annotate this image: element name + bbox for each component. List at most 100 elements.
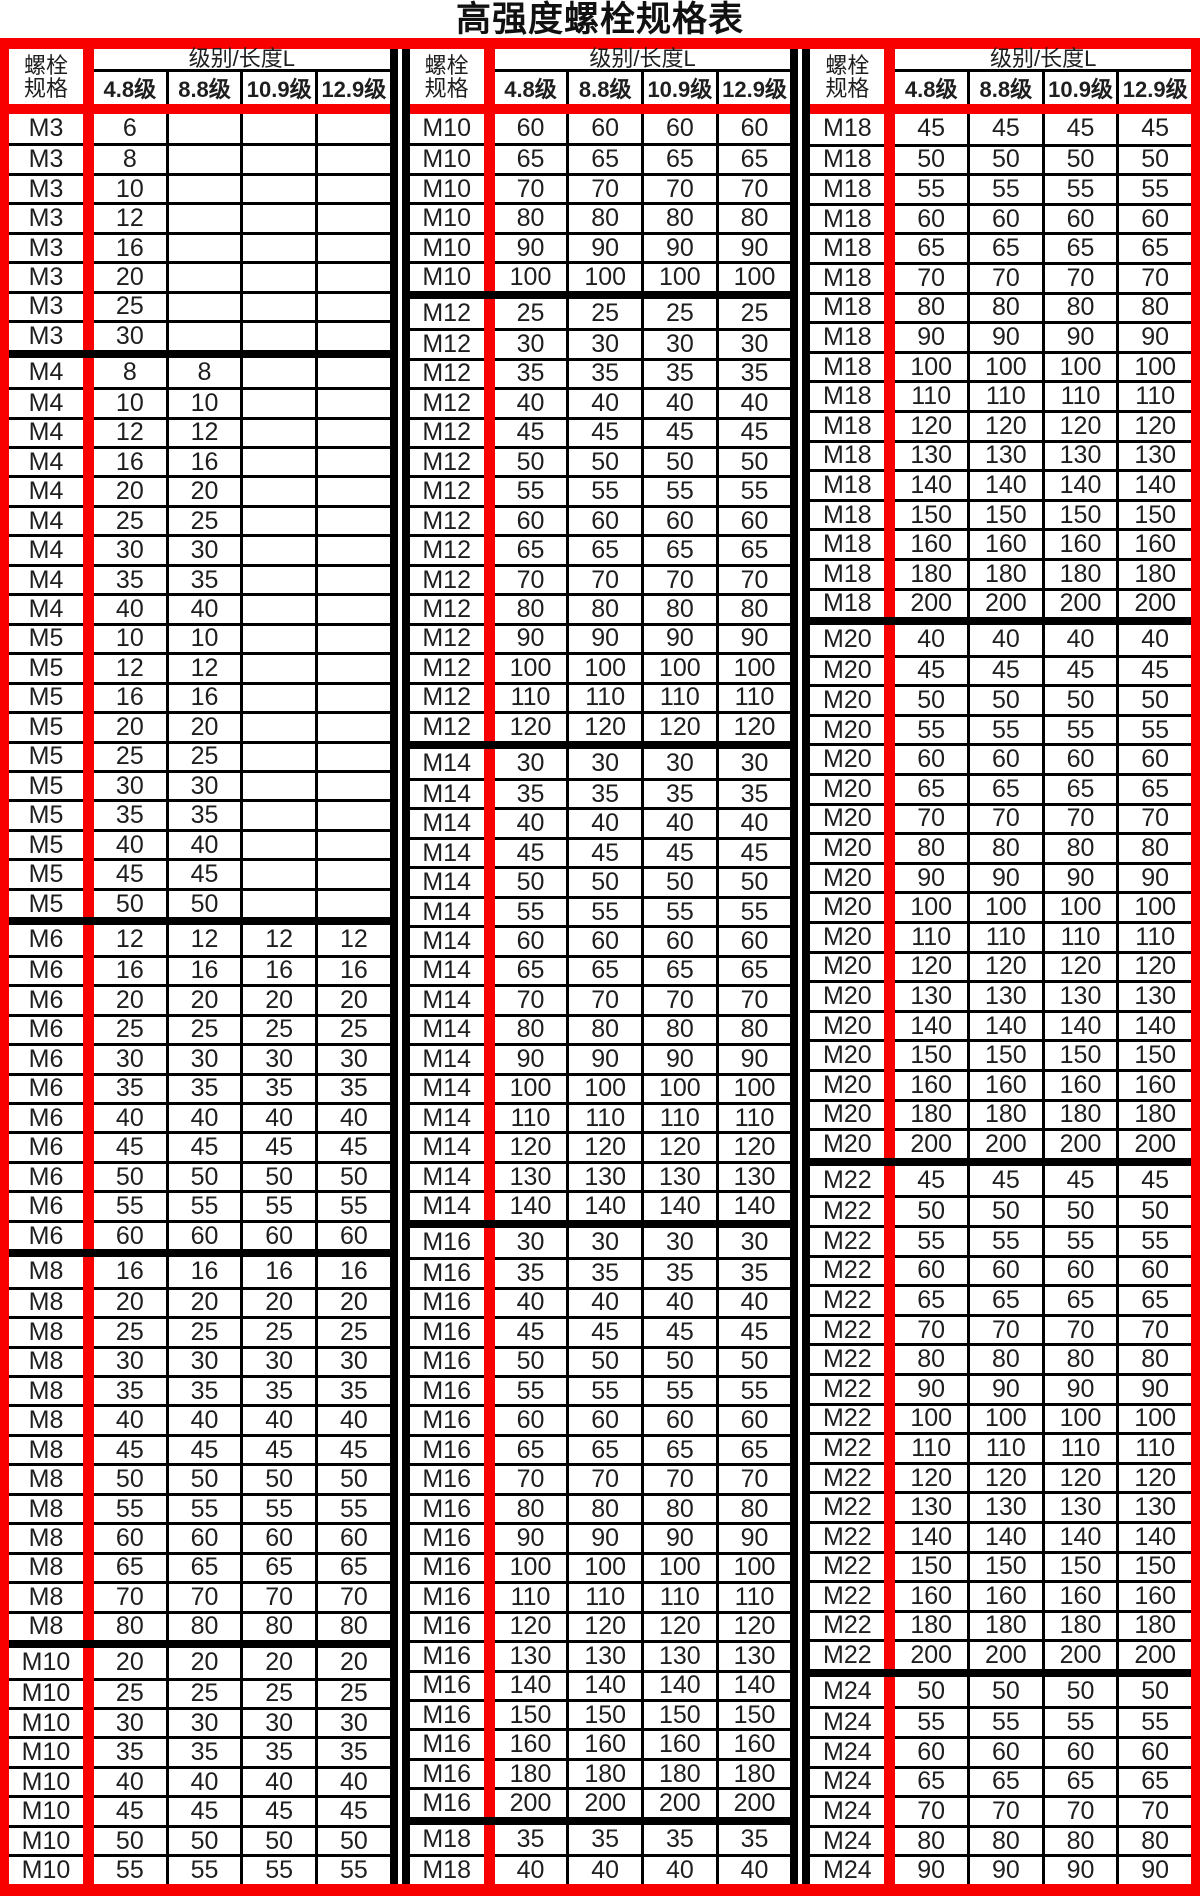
length-cell	[240, 769, 316, 800]
spec-cell: M16	[409, 1286, 484, 1316]
spec-cell: M12	[409, 387, 484, 417]
table-row: M18 200 200 200 200	[810, 587, 1192, 618]
length-cell: 50	[240, 1160, 316, 1191]
length-cell: 35	[165, 563, 241, 594]
length-cell: 30	[715, 748, 791, 778]
length-cell: 80	[1116, 1824, 1192, 1855]
table-row: M14 55 55 55 55	[409, 895, 791, 926]
length-cell: 20	[240, 1648, 315, 1678]
length-cell	[315, 387, 390, 417]
table-row: M22 110 110 110 110	[810, 1432, 1192, 1462]
spec-cell: M14	[409, 895, 484, 925]
length-cell: 90	[967, 321, 1042, 351]
length-cell: 30	[641, 1227, 716, 1258]
length-cell: 100	[967, 1402, 1042, 1433]
length-cell: 50	[641, 1345, 716, 1376]
red-divider	[83, 1581, 94, 1611]
spec-cell: M6	[9, 1131, 83, 1161]
length-cell: 180	[967, 557, 1042, 588]
length-cell	[240, 387, 316, 417]
length-cell	[165, 231, 241, 262]
table-row: M3 6	[9, 114, 390, 144]
table-row: M8 40 40 40 40	[9, 1404, 390, 1434]
length-cell: 65	[1041, 1765, 1117, 1796]
spec-header-line1: 螺栓	[23, 52, 68, 78]
red-divider	[483, 1463, 495, 1493]
length-cell: 180	[895, 557, 968, 588]
length-cell: 180	[1041, 557, 1117, 588]
grade-header-4.8: 4.8级	[103, 77, 157, 102]
spec-cell: M20	[810, 891, 885, 921]
red-divider	[83, 1736, 94, 1766]
length-cell: 80	[566, 593, 642, 623]
spec-cell: M6	[9, 1013, 83, 1043]
table-row: M8 50 50 50 50	[9, 1463, 390, 1493]
table-row: M8 65 65 65 65	[9, 1551, 390, 1582]
length-cell: 110	[715, 1581, 791, 1611]
length-cell: 55	[1116, 1224, 1192, 1255]
table-row: M20 160 160 160 160	[810, 1069, 1192, 1099]
length-cell: 35	[315, 1736, 390, 1766]
table-row: M4 30 30	[9, 534, 390, 564]
red-divider	[884, 1580, 896, 1610]
length-cell: 50	[967, 143, 1042, 174]
length-cell: 70	[315, 1581, 390, 1611]
length-cell: 55	[641, 1375, 716, 1405]
length-cell: 55	[165, 1492, 241, 1523]
length-cell: 12	[165, 416, 241, 446]
table-row: M22 200 200 200 200	[810, 1639, 1192, 1669]
length-cell: 65	[1041, 773, 1117, 803]
length-cell	[165, 114, 241, 144]
length-cell: 30	[240, 1043, 316, 1073]
length-cell: 80	[967, 1824, 1042, 1855]
length-cell: 150	[1041, 1550, 1117, 1581]
length-cell: 50	[967, 1676, 1042, 1707]
spec-cell: M20	[810, 713, 885, 743]
length-cell: 60	[566, 504, 642, 535]
length-cell: 55	[240, 1854, 316, 1884]
length-cell: 120	[566, 1610, 642, 1641]
length-cell: 100	[641, 652, 716, 682]
table-row: M16 50 50 50 50	[409, 1345, 791, 1376]
table-row: M12 40 40 40 40	[409, 387, 791, 417]
length-cell: 65	[895, 232, 968, 262]
red-divider	[483, 1316, 495, 1346]
length-cell: 140	[967, 1520, 1042, 1551]
table-row: M20 65 65 65 65	[810, 773, 1192, 803]
length-cell: 35	[641, 357, 716, 388]
length-cell: 65	[1116, 232, 1192, 262]
length-cell: 30	[566, 1227, 641, 1258]
table-row: M18 90 90 90 90	[810, 321, 1192, 351]
length-cell: 50	[1116, 1195, 1192, 1225]
length-cell: 65	[641, 534, 716, 564]
length-cell: 200	[715, 1787, 791, 1817]
length-cell: 200	[1116, 1128, 1192, 1158]
length-cell: 45	[895, 654, 968, 684]
length-cell: 160	[1116, 1069, 1192, 1099]
length-cell: 16	[315, 1257, 390, 1287]
length-cell: 120	[1041, 950, 1117, 981]
length-cell: 60	[641, 925, 716, 955]
red-divider	[884, 1039, 896, 1069]
red-divider	[83, 1765, 94, 1796]
table-row: M4 40 40	[9, 593, 390, 623]
table-row: M8 70 70 70 70	[9, 1581, 390, 1611]
length-cell: 60	[165, 1219, 241, 1250]
table-row: M3 20	[9, 261, 390, 291]
spec-cell: M12	[409, 357, 484, 387]
length-cell: 40	[494, 1286, 567, 1316]
length-cell: 80	[165, 1610, 241, 1641]
spec-cell: M18	[810, 469, 885, 499]
length-cell: 120	[895, 409, 968, 440]
red-divider	[884, 1254, 896, 1285]
length-cell: 80	[94, 1610, 166, 1640]
length-cell: 80	[566, 1492, 642, 1523]
length-cell: 80	[641, 202, 716, 232]
red-divider	[483, 1492, 495, 1523]
length-cell: 30	[566, 328, 642, 358]
spec-cell: M16	[409, 1375, 484, 1404]
length-cell: 50	[715, 866, 791, 896]
length-cell: 8	[122, 357, 137, 386]
spec-cell: M12	[422, 298, 471, 327]
length-cell	[315, 320, 390, 350]
